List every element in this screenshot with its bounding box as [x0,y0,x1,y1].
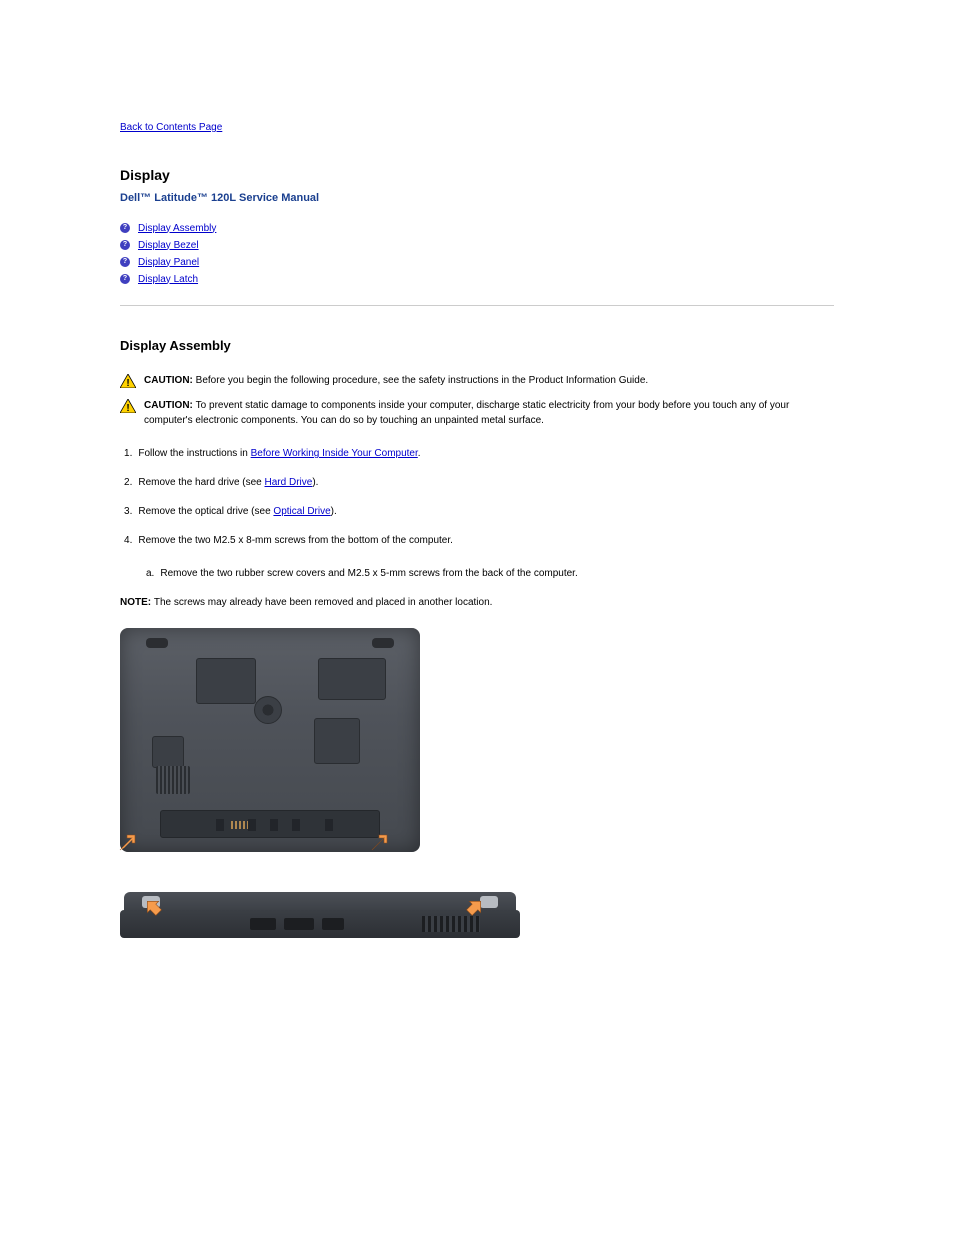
caution-text: CAUTION: To prevent static damage to com… [144,398,834,428]
vent-grille [156,766,190,794]
manual-title: Dell™ Latitude™ 120L Service Manual [120,190,834,207]
step-pre: Follow the instructions in [138,448,250,459]
bumper [146,638,168,648]
caution-label: CAUTION: [144,375,196,386]
caution-text: CAUTION: Before you begin the following … [144,373,648,388]
caution-label: CAUTION: [144,400,196,411]
callout-arrow-icon [118,834,136,852]
rear-port [284,918,314,930]
rear-grille [422,916,480,932]
substep-text: Remove the two rubber screw covers and M… [160,566,577,581]
bumper [372,638,394,648]
base-rear [120,910,520,938]
bay-slot [292,819,300,831]
access-panel [318,658,386,700]
toc-display-assembly[interactable]: Display Assembly [138,221,216,236]
bay-slot [248,819,256,831]
caution-icon: ! [120,374,136,388]
bullet-icon [120,223,130,233]
callout-arrow-icon [144,898,162,916]
caution-row: ! CAUTION: To prevent static damage to c… [120,398,834,428]
laptop-rear-wrap [120,892,520,938]
caution-body-text: Before you begin the following procedure… [196,375,649,386]
step-pre: Remove the optical drive (see [138,506,273,517]
bay-slot [270,819,278,831]
bullet-icon [120,274,130,284]
rear-port [250,918,276,930]
page-title: Display [120,165,834,186]
divider [120,305,834,306]
step-item: Remove the hard drive (see Hard Drive). [124,475,834,490]
svg-text:!: ! [126,378,129,388]
toc-list: Display Assembly Display Bezel Display P… [120,221,834,287]
lid [124,892,516,912]
toc-item: Display Panel [120,255,834,270]
toc-item: Display Latch [120,272,834,287]
substep-letter: a. [146,566,154,581]
step-link-hard-drive[interactable]: Hard Drive [265,477,313,488]
step-pre: Remove the hard drive (see [138,477,264,488]
note-label: NOTE: [120,597,154,608]
bay-slot [216,819,224,831]
svg-text:!: ! [126,403,129,413]
step-post: ). [312,477,318,488]
step-pre: Remove the two M2.5 x 8-mm screws from t… [138,535,453,546]
step-item: Remove the optical drive (see Optical Dr… [124,504,834,519]
callout-arrow-icon [370,834,388,852]
caution-row: ! CAUTION: Before you begin the followin… [120,373,834,388]
step-item: Follow the instructions in Before Workin… [124,446,834,461]
access-panel [152,736,184,768]
bullet-icon [120,257,130,267]
toc-item: Display Assembly [120,221,834,236]
steps-list: Follow the instructions in Before Workin… [120,446,834,548]
caution-body-text: To prevent static damage to components i… [144,400,789,426]
caution-icon: ! [120,399,136,413]
battery-bay [160,810,380,838]
step-post: ). [331,506,337,517]
access-panel [314,718,360,764]
bullet-icon [120,240,130,250]
note-row: NOTE: The screws may already have been r… [120,595,834,610]
laptop-bottom-illustration [120,628,420,852]
step-link-optical-drive[interactable]: Optical Drive [273,506,330,517]
toc-display-panel[interactable]: Display Panel [138,255,199,270]
bay-slot [325,819,333,831]
laptop-rear-illustration [120,892,520,938]
back-to-contents-link[interactable]: Back to Contents Page [120,120,222,135]
toc-display-latch[interactable]: Display Latch [138,272,198,287]
access-panel [196,658,256,704]
callout-arrow-icon [466,898,484,916]
note-text: The screws may already have been removed… [154,597,493,608]
step-post: . [418,448,421,459]
substep-a: a. Remove the two rubber screw covers an… [146,566,834,581]
fan-vent [254,696,282,724]
toc-display-bezel[interactable]: Display Bezel [138,238,199,253]
step-item: Remove the two M2.5 x 8-mm screws from t… [124,533,834,548]
subsection-title: Display Assembly [120,336,834,356]
step-link-before-working[interactable]: Before Working Inside Your Computer [251,448,418,459]
toc-item: Display Bezel [120,238,834,253]
rear-port [322,918,344,930]
